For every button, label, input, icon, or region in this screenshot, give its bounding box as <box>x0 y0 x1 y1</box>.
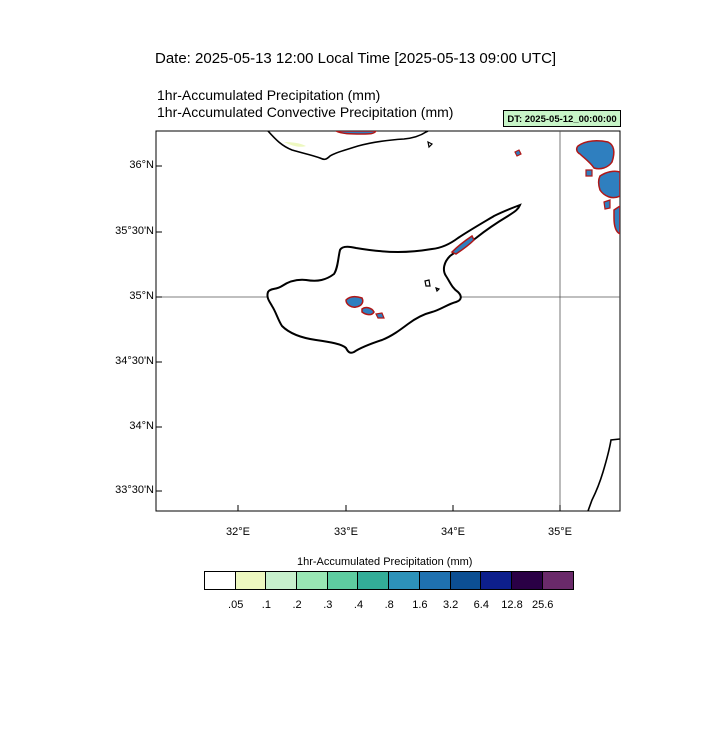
turkey-coastline <box>267 131 429 161</box>
cyprus-islet-2 <box>435 287 441 293</box>
colorbar-tick-label: .1 <box>261 599 271 611</box>
colorbar-swatch <box>542 572 574 589</box>
colorbar-tick-label: 6.4 <box>473 599 489 611</box>
cyprus-islet <box>424 279 431 287</box>
turkey-islet <box>427 140 434 149</box>
lat-label-34-30n: 34°30'N <box>115 355 154 367</box>
colorbar-tick-label: .8 <box>384 599 394 611</box>
precip-cell-karpas <box>450 234 475 255</box>
colorbar-tick-label: 1.6 <box>412 599 428 611</box>
lon-label-35e: 35°E <box>548 526 572 538</box>
colorbar-title: 1hr-Accumulated Precipitation (mm) <box>297 556 473 568</box>
colorbar-swatch <box>389 572 420 589</box>
lon-label-34e: 34°E <box>441 526 465 538</box>
colorbar-swatch <box>266 572 298 589</box>
colorbar <box>204 571 575 590</box>
levant-coastline <box>587 438 620 511</box>
date-title: Date: 2025-05-13 12:00 Local Time [2025-… <box>155 50 557 67</box>
title-precipitation: 1hr-Accumulated Precipitation (mm) <box>157 87 381 103</box>
cyprus-coastline <box>266 203 522 354</box>
lat-label-35-30n: 35°30'N <box>115 225 154 237</box>
lon-label-32e: 32°E <box>226 526 250 538</box>
precip-cell-turkey <box>335 131 377 135</box>
colorbar-swatch <box>450 572 482 589</box>
colorbar-swatch <box>358 572 390 589</box>
turkey-light-precip <box>284 142 306 147</box>
dt-badge: DT: 2025-05-12_00:00:00 <box>503 110 621 127</box>
precip-cell-levant-3 <box>613 205 620 235</box>
colorbar-tick-label: .3 <box>323 599 333 611</box>
colorbar-swatch <box>419 572 451 589</box>
colorbar-tick-label: 25.6 <box>531 599 554 611</box>
colorbar-tick-label: .4 <box>353 599 364 611</box>
lat-label-36n: 36°N <box>129 159 154 171</box>
colorbar-swatch <box>327 572 359 589</box>
precip-cell-troodos-2 <box>361 306 375 316</box>
precip-cell-troodos-1 <box>345 295 364 308</box>
precip-cell-levant <box>575 140 615 170</box>
colorbar-tick-label: 12.8 <box>501 599 523 611</box>
colorbar-tick-label: .2 <box>292 599 302 611</box>
precip-cell-levant-4 <box>603 199 611 210</box>
lon-label-33e: 33°E <box>334 526 358 538</box>
colorbar-swatch <box>511 572 543 589</box>
precip-cell-levant-2 <box>597 170 620 199</box>
colorbar-swatch <box>205 572 236 589</box>
colorbar-tick-label: .05 <box>228 599 244 611</box>
precip-cell-troodos-3 <box>375 312 385 319</box>
colorbar-swatch <box>235 572 267 589</box>
precip-cell-levant-5 <box>585 169 593 177</box>
precip-cell-dot <box>514 149 522 157</box>
lat-label-34n: 34°N <box>129 420 154 432</box>
colorbar-swatch <box>297 572 328 589</box>
colorbar-swatch <box>481 572 512 589</box>
lat-label-35n: 35°N <box>129 290 154 302</box>
colorbar-tick-label: 3.2 <box>442 599 459 611</box>
lat-label-33-30n: 33°30'N <box>115 484 154 496</box>
title-convective-precipitation: 1hr-Accumulated Convective Precipitation… <box>157 104 454 120</box>
